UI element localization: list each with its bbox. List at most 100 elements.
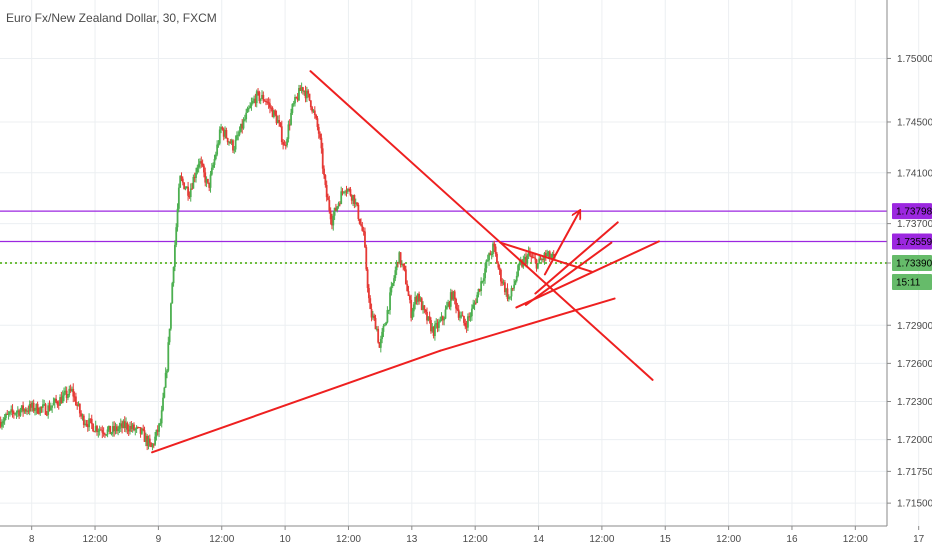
candle-body — [147, 438, 150, 446]
candle-body — [36, 403, 39, 414]
candle-body — [459, 316, 461, 318]
candle-body — [411, 311, 414, 318]
candle-body — [332, 215, 335, 226]
candle-body — [217, 143, 220, 145]
candle-body — [328, 200, 331, 211]
x-tick-label: 12:00 — [589, 534, 614, 545]
candle-body — [449, 292, 452, 307]
candle-body — [279, 122, 282, 127]
candle-body — [370, 309, 373, 318]
candle-body — [352, 195, 354, 201]
candle-body — [538, 258, 541, 264]
candle-body — [469, 316, 472, 318]
candle-body — [448, 302, 451, 307]
candle-body — [280, 126, 283, 143]
candle-body — [148, 438, 151, 443]
candle-body — [350, 195, 353, 201]
y-tick-label: 1.71750 — [897, 467, 932, 478]
candle-body — [340, 191, 343, 204]
candle-body — [294, 97, 296, 104]
candle-body — [345, 191, 348, 193]
candle-body — [456, 308, 459, 310]
candle-body — [267, 102, 270, 104]
candle-body — [255, 91, 258, 104]
candle-body — [106, 429, 109, 435]
candle-body — [39, 407, 42, 414]
candle-body — [381, 331, 384, 339]
candle-body — [176, 208, 179, 228]
candle-body — [383, 325, 386, 327]
candle-body — [430, 320, 432, 332]
x-tick-label: 12:00 — [209, 534, 234, 545]
candle-body — [20, 405, 23, 411]
candle-body — [415, 296, 418, 302]
candle-body — [296, 97, 299, 101]
candle-body — [199, 161, 201, 164]
candle-body — [96, 426, 98, 432]
candle-body — [139, 427, 142, 434]
candle-body — [270, 107, 273, 109]
candle-body — [245, 112, 248, 120]
candle-body — [233, 149, 236, 151]
candle-body — [335, 207, 337, 211]
candle-body — [200, 161, 203, 164]
candle-body — [226, 138, 229, 143]
candle-body — [90, 418, 93, 424]
candle-body — [342, 191, 345, 193]
candle-body — [48, 405, 51, 411]
candle-body — [78, 404, 81, 414]
candle-body — [135, 427, 138, 430]
candle-body — [271, 107, 274, 118]
candle-body — [467, 316, 469, 328]
candle-body — [195, 172, 197, 178]
candle-body — [490, 253, 493, 256]
candle-body — [517, 265, 519, 276]
candle-body — [76, 405, 79, 407]
candle-body — [250, 103, 253, 107]
candle-body — [86, 424, 89, 428]
x-tick-label: 17 — [913, 534, 925, 545]
candle-body — [478, 288, 481, 292]
candle-body — [127, 429, 130, 432]
candle-body — [492, 243, 494, 254]
candle-body — [56, 401, 59, 405]
candle-body — [27, 410, 30, 412]
candle-body — [2, 421, 5, 424]
candle-body — [142, 428, 145, 431]
candle-body — [534, 257, 537, 260]
candle-body — [69, 388, 72, 391]
candle-body — [473, 302, 476, 305]
candle-body — [208, 182, 211, 188]
candle-body — [480, 281, 483, 292]
x-tick-label: 16 — [786, 534, 798, 545]
candle-body — [300, 87, 303, 91]
candle-body — [282, 142, 285, 145]
candle-body — [477, 288, 480, 295]
candle-body — [484, 268, 486, 279]
candle-body — [222, 129, 225, 137]
candle-body — [398, 252, 401, 264]
candle-body — [243, 119, 246, 121]
candle-body — [49, 407, 52, 411]
candle-body — [228, 141, 230, 143]
candle-body — [253, 98, 255, 101]
trend-line — [515, 240, 660, 309]
candle-body — [460, 315, 463, 317]
candle-body — [518, 263, 521, 266]
candle-body — [167, 342, 170, 371]
candle-body — [366, 269, 369, 288]
candle-body — [324, 175, 327, 185]
candle-body — [283, 144, 286, 146]
candle-body — [481, 280, 484, 282]
candle-body — [55, 398, 57, 402]
candle-body — [130, 425, 133, 429]
candle-body — [197, 163, 200, 168]
candle-body — [26, 410, 28, 412]
x-tick-label: 15 — [660, 534, 672, 545]
candle-body — [121, 423, 123, 428]
candle-body — [506, 288, 509, 299]
candle-body — [179, 176, 182, 188]
candle-body — [295, 97, 298, 99]
x-tick-label: 12:00 — [843, 534, 868, 545]
